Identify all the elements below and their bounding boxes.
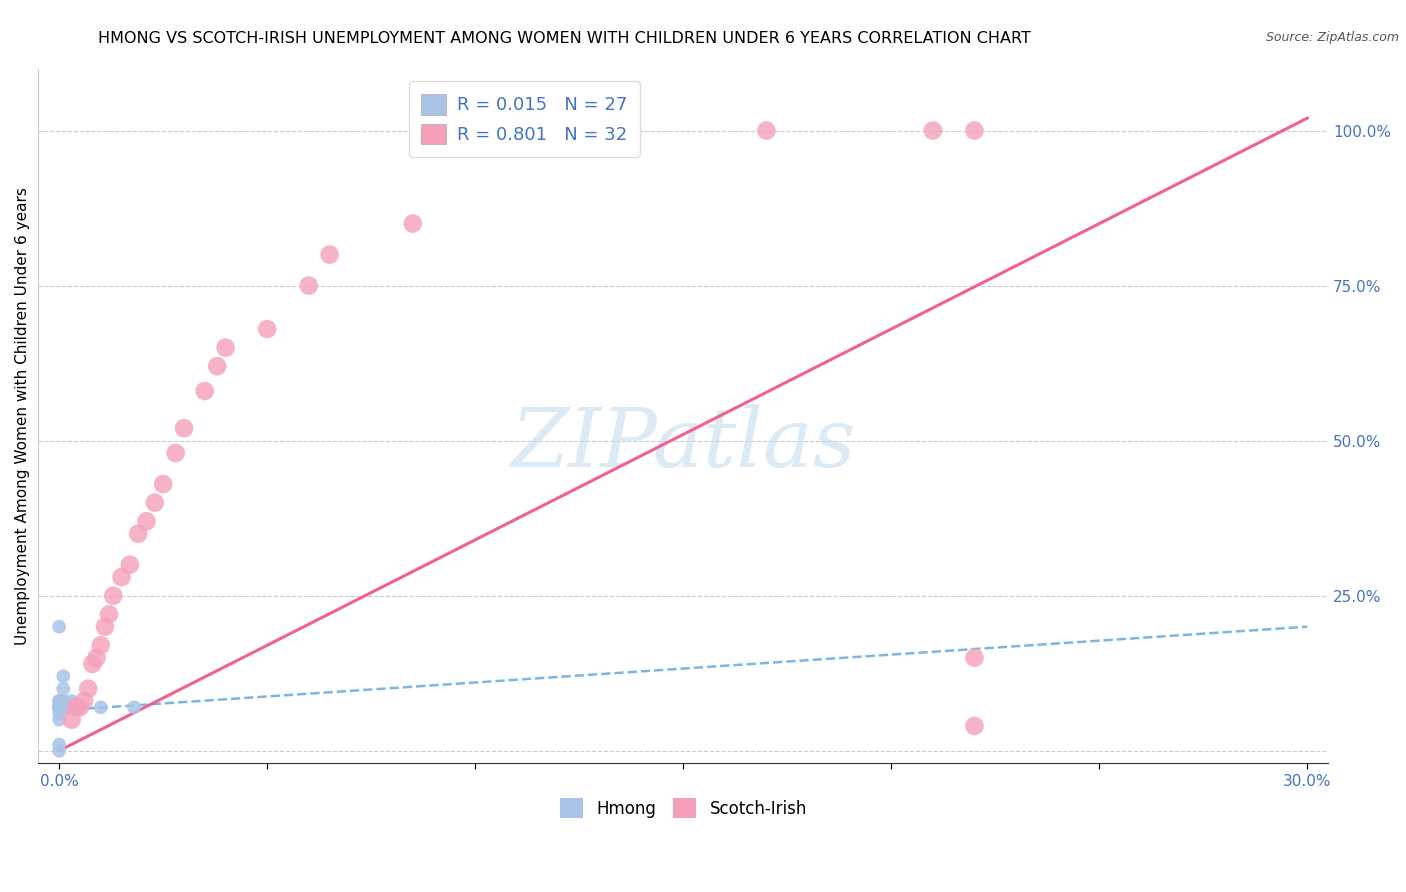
Point (48, 700, 70, 714)
Point (56, 700, 79, 714)
Point (110, 570, 132, 584)
Point (52, 700, 75, 714)
Point (48, 713, 70, 727)
Point (48, 744, 70, 758)
Point (52, 700, 75, 714)
Point (52, 694, 75, 708)
Point (143, 496, 166, 510)
Point (207, 359, 229, 374)
Point (256, 322, 278, 336)
Point (86, 650, 108, 665)
Point (122, 700, 145, 714)
Point (77, 681, 100, 696)
Point (173, 421, 195, 435)
Point (135, 514, 157, 528)
Legend: Hmong, Scotch-Irish: Hmong, Scotch-Irish (553, 792, 814, 824)
Point (56, 700, 79, 714)
Point (56, 700, 79, 714)
Point (963, 123, 986, 137)
Point (82, 657, 104, 671)
Point (402, 217, 425, 231)
Point (921, 123, 943, 137)
Point (318, 247, 340, 261)
Point (48, 620, 70, 634)
Point (103, 589, 125, 603)
Point (52, 700, 75, 714)
Y-axis label: Unemployment Among Women with Children Under 6 years: Unemployment Among Women with Children U… (15, 187, 30, 645)
Point (52, 694, 75, 708)
Point (60, 713, 83, 727)
Point (90, 638, 112, 652)
Point (52, 681, 75, 696)
Text: Source: ZipAtlas.com: Source: ZipAtlas.com (1265, 31, 1399, 45)
Point (165, 446, 187, 460)
Point (48, 700, 70, 714)
Point (298, 278, 321, 293)
Point (65, 700, 87, 714)
Point (963, 650, 986, 665)
Point (69, 700, 91, 714)
Text: ZIPatlas: ZIPatlas (510, 403, 856, 483)
Point (73, 694, 96, 708)
Point (60, 700, 83, 714)
Point (48, 694, 70, 708)
Point (98, 607, 121, 622)
Point (48, 738, 70, 752)
Point (118, 558, 141, 572)
Point (48, 700, 70, 714)
Point (48, 706, 70, 721)
Point (755, 123, 778, 137)
Point (48, 700, 70, 714)
Point (194, 384, 217, 398)
Point (464, 123, 486, 137)
Text: HMONG VS SCOTCH-IRISH UNEMPLOYMENT AMONG WOMEN WITH CHILDREN UNDER 6 YEARS CORRE: HMONG VS SCOTCH-IRISH UNEMPLOYMENT AMONG… (98, 31, 1031, 46)
Point (52, 669, 75, 683)
Point (963, 719, 986, 733)
Point (65, 700, 87, 714)
Point (48, 694, 70, 708)
Point (152, 477, 174, 491)
Point (127, 526, 149, 541)
Point (69, 700, 91, 714)
Point (90, 700, 112, 714)
Point (214, 341, 236, 355)
Point (60, 694, 83, 708)
Point (94, 620, 117, 634)
